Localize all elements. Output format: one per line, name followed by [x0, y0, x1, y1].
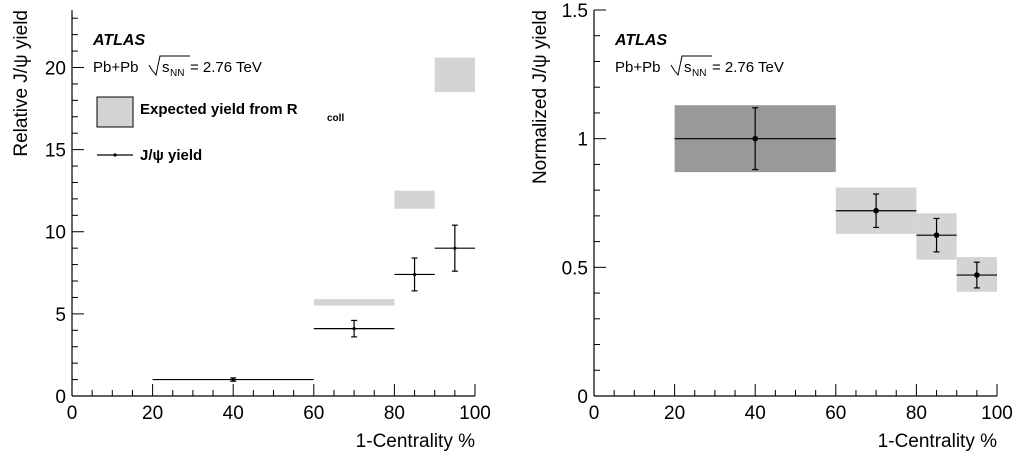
y-tick-label-2: 10: [45, 223, 66, 244]
x-tick-label-60: 60: [825, 403, 846, 424]
y-tick-label-2: 1: [577, 130, 588, 151]
sqrt-s-text: s: [162, 59, 170, 76]
x-tick-label-20: 20: [664, 403, 685, 424]
legend-points-label: J/ψ yield: [140, 147, 202, 164]
y-tick-label-3: 15: [45, 141, 66, 162]
collision-system-text: Pb+Pb: [615, 59, 660, 76]
marker-2: [412, 272, 417, 277]
data-point-1: [313, 319, 395, 338]
legend-point-marker: [113, 153, 117, 157]
marker-1: [352, 327, 356, 331]
x-axis-title: 1-Centrality %: [356, 431, 475, 452]
sqrt-s-subscript: NN: [692, 68, 706, 79]
y-axis-title: Relative J/ψ yield: [11, 10, 32, 157]
x-tick-label-40: 40: [223, 403, 244, 424]
expected-yield-box-2: [434, 57, 475, 93]
data-point-3: [434, 224, 475, 272]
y-tick-label-4: 20: [45, 58, 66, 79]
legend-box-label-subscript: coll: [327, 113, 344, 124]
x-tick-label-80: 80: [384, 403, 405, 424]
data-point-0: [674, 107, 836, 171]
y-tick-label-1: 0.5: [562, 258, 588, 279]
y-tick-label-1: 5: [55, 305, 66, 326]
energy-text: = 2.76 TeV: [712, 59, 784, 76]
sqrt-s-text: s: [684, 59, 692, 76]
energy-text: = 2.76 TeV: [190, 59, 262, 76]
y-tick-label-3: 1.5: [562, 1, 588, 22]
marker-1: [873, 207, 879, 214]
right-panel-normalized-yield: 0 20 40 60 80 100 0 0.5 1 1.5 1-Centrality % Normal…: [530, 1, 1013, 452]
data-point-3: [956, 261, 997, 289]
marker-3: [453, 246, 457, 250]
collision-system-text: Pb+Pb: [93, 59, 138, 76]
marker-2: [933, 232, 940, 238]
atlas-label: ATLAS: [614, 32, 667, 49]
x-tick-label-40: 40: [745, 403, 766, 424]
y-tick-label-0: 0: [577, 387, 588, 408]
sqrt-symbol: [148, 55, 190, 77]
marker-0: [231, 377, 235, 382]
sqrt-s-subscript: NN: [170, 68, 184, 79]
x-tick-label-0: 0: [589, 403, 600, 424]
legend-box-label: Expected yield from R: [140, 101, 298, 118]
marker-0: [752, 135, 758, 142]
y-axis-title: Normalized J/ψ yield: [530, 10, 551, 184]
data-point-1: [835, 193, 917, 229]
atlas-label: ATLAS: [92, 32, 145, 49]
marker-3: [974, 272, 980, 278]
legend-box-swatch: [96, 96, 134, 128]
data-point-2: [394, 257, 435, 292]
x-tick-label-100: 100: [981, 403, 1013, 424]
expected-yield-box-1: [394, 190, 435, 209]
data-point-0: [152, 377, 314, 382]
x-tick-label-100: 100: [459, 403, 491, 424]
data-point-2: [916, 217, 957, 253]
x-tick-label-60: 60: [303, 403, 324, 424]
x-tick-label-80: 80: [906, 403, 927, 424]
expected-yield-box-0: [313, 299, 395, 306]
x-tick-label-20: 20: [142, 403, 163, 424]
x-tick-label-0: 0: [67, 403, 78, 424]
x-axis-title: 1-Centrality %: [878, 431, 997, 452]
sqrt-symbol: [670, 55, 712, 77]
y-tick-label-0: 0: [55, 387, 66, 408]
left-panel-relative-yield: 0 20 40 60 80 100 0 5 10 15 20 1-Centrality % Relati…: [11, 10, 491, 452]
